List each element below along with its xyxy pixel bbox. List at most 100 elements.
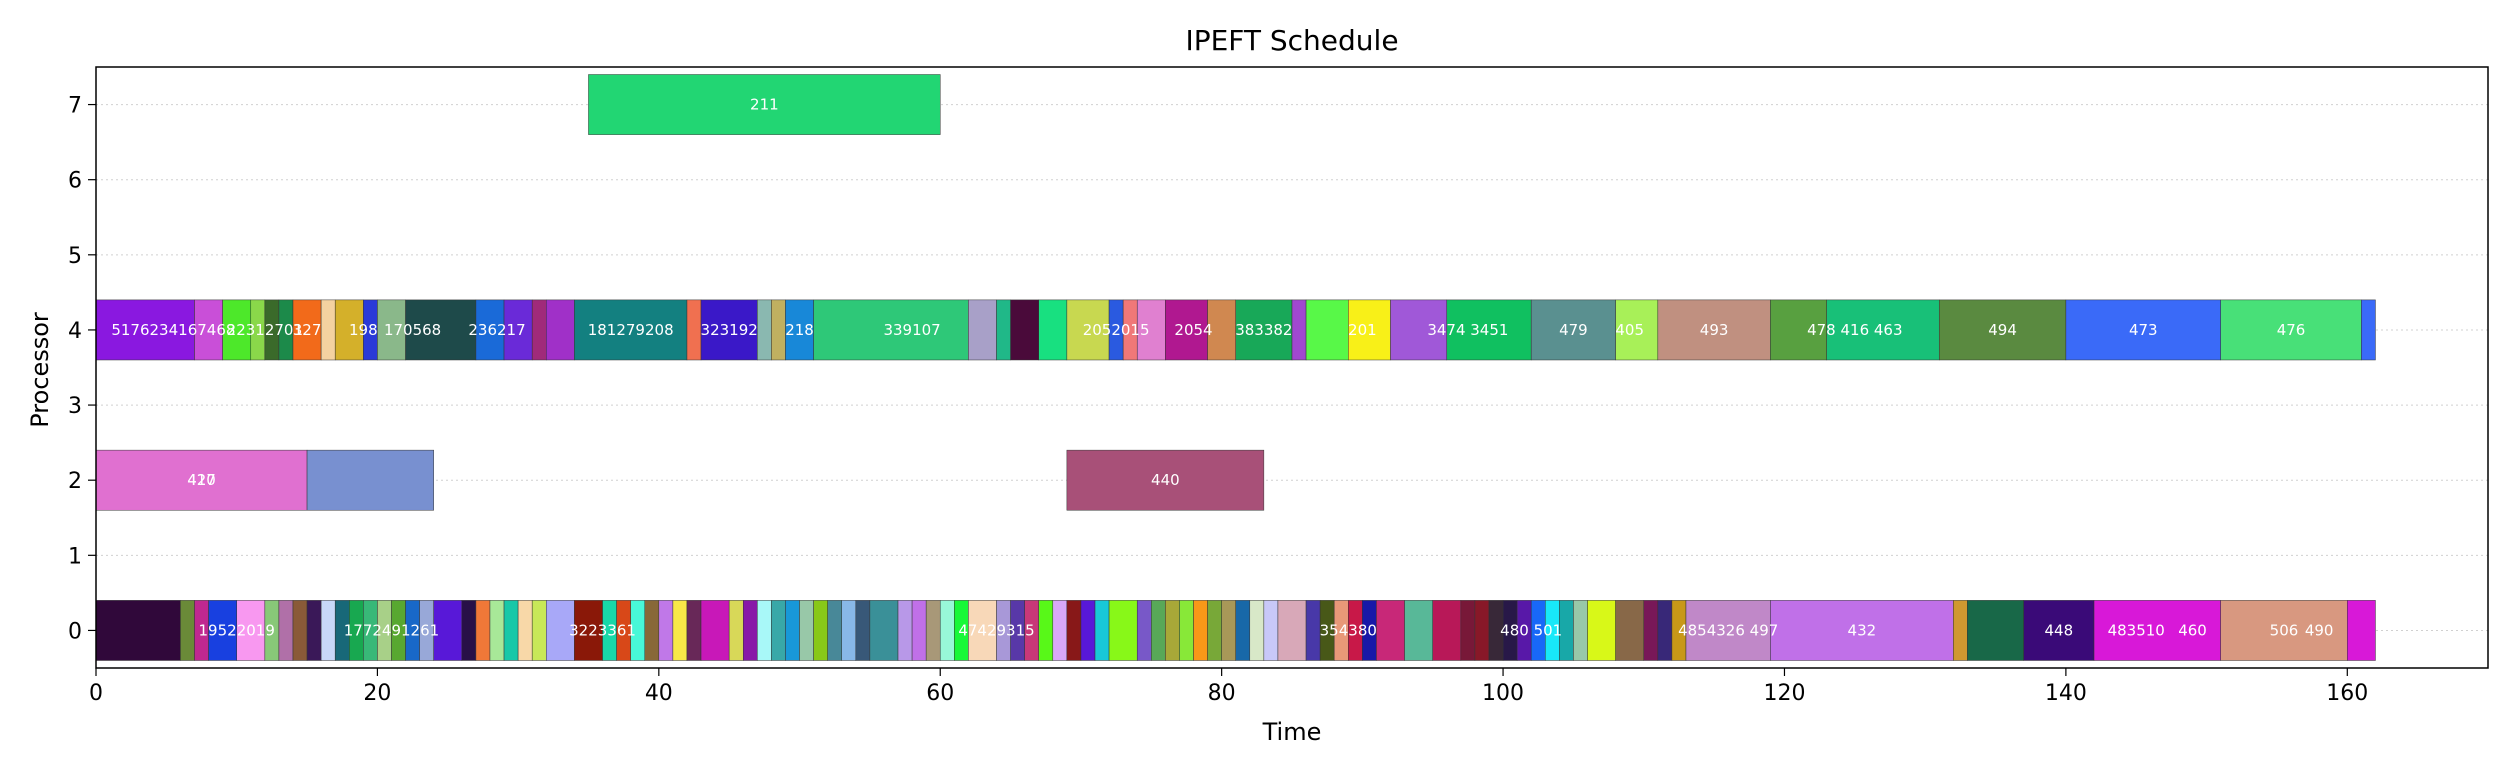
task-bar: [1165, 600, 1180, 661]
task-bar: [334, 299, 364, 361]
task-bar: [574, 600, 603, 661]
task-bar: [700, 600, 730, 661]
overlay-label: 4854326 497: [1678, 621, 1778, 639]
task-bar: [320, 299, 336, 361]
task-bar: [1066, 299, 1110, 361]
task-bar: [1193, 600, 1208, 661]
task-bar: [1221, 600, 1236, 661]
task-bar: [2347, 600, 2376, 661]
task-bar: [1066, 600, 1082, 661]
task-bar: [996, 299, 1011, 361]
task-bar: [1390, 299, 1448, 361]
task-bar: [1305, 299, 1349, 361]
task-bar: [1305, 600, 1321, 661]
x-axis-label: Time: [1262, 718, 1322, 746]
task-bar: [1404, 600, 1433, 661]
task-bar: [1151, 600, 1166, 661]
gridlines: [96, 104, 2488, 631]
x-tick-label: 140: [2045, 681, 2087, 706]
task-bar: [546, 299, 575, 361]
task-bar: [180, 600, 195, 661]
task-bar: [785, 600, 800, 661]
task-bar: [1094, 600, 1110, 661]
task-bar: [194, 299, 223, 361]
task-bar: [1657, 299, 1771, 361]
y-tick-label: 5: [68, 244, 82, 269]
task-bar: [813, 600, 828, 661]
task-bar: [1277, 600, 1307, 661]
task-bar: [686, 600, 702, 661]
task-bar: [292, 600, 308, 661]
task-bar: [1010, 299, 1039, 361]
task-bar: [742, 600, 758, 661]
task-bar: [1615, 299, 1659, 361]
task-bar: [1165, 299, 1208, 361]
task-bar: [405, 299, 477, 361]
task-label: 432: [1848, 621, 1877, 639]
task-bar: [503, 299, 533, 361]
task-bar: [1953, 600, 1968, 661]
overlay-label: 339107: [883, 321, 940, 339]
task-bar: [799, 600, 814, 661]
x-tick-label: 120: [1763, 681, 1805, 706]
task-bar: [1136, 299, 1166, 361]
task-label: 493: [1700, 321, 1729, 339]
overlay-label: 383382: [1235, 321, 1292, 339]
task-bar: [95, 449, 308, 511]
task-bar: [911, 600, 927, 661]
task-bar: [2093, 600, 2221, 661]
task-bar: [2023, 600, 2095, 661]
overlay-label: 181279208: [588, 321, 674, 339]
task-label: 506: [2270, 621, 2299, 639]
x-tick-label: 80: [1208, 681, 1236, 706]
task-bar: [771, 299, 786, 361]
task-bar: [306, 449, 434, 511]
task-bar: [1207, 299, 1236, 361]
task-bar: [236, 600, 266, 661]
task-bar: [1376, 600, 1405, 661]
task-bar: [869, 600, 899, 661]
task-bar: [757, 299, 772, 361]
task-bar: [841, 600, 857, 661]
task-bar: [1348, 299, 1391, 361]
y-axis-ticks: 0 1 2 3 4 5 6 7: [68, 94, 96, 644]
task-bar: [475, 299, 505, 361]
task-bar: [1249, 600, 1265, 661]
task-bar: [278, 600, 294, 661]
task-bar: [1826, 299, 1940, 361]
overlay-label: 460: [2178, 621, 2207, 639]
task-bar: [1136, 600, 1152, 661]
task-bar: [897, 600, 913, 661]
overlay-label: 19522019: [199, 621, 275, 639]
task-label: 211: [750, 96, 779, 114]
overlay-label: 1772491261: [344, 621, 439, 639]
overlay-label: 2054: [1174, 321, 1212, 339]
task-bar: [222, 299, 252, 361]
overlay-label: 478 416 463: [1807, 321, 1902, 339]
chart-title: IPEFT Schedule: [1185, 24, 1398, 57]
task-bar: [1235, 600, 1251, 661]
overlay-label: 483510: [2108, 621, 2165, 639]
task-bar: [1770, 600, 1954, 661]
overlay-label: 323192: [701, 321, 758, 339]
task-bar: [1291, 299, 1307, 361]
y-tick-label: 1: [68, 544, 82, 569]
x-tick-label: 20: [363, 681, 391, 706]
overlay-label: 427: [187, 471, 216, 489]
overlay-label: 405: [1615, 321, 1644, 339]
task-label: 448: [2045, 621, 2074, 639]
overlay-label: 22312701: [227, 321, 303, 339]
overlay-label: 170568: [384, 321, 441, 339]
task-bar: [1446, 299, 1532, 361]
task-bar: [1657, 600, 1673, 661]
y-tick-label: 7: [68, 94, 82, 119]
task-label: 473: [2129, 321, 2158, 339]
x-tick-label: 40: [645, 681, 673, 706]
task-bar: [2220, 299, 2362, 361]
task-bar: [925, 600, 941, 661]
plot-frame: [95, 66, 2489, 669]
task-bar: [644, 600, 660, 661]
task-label: 479: [1559, 321, 1588, 339]
task-bar: [1474, 600, 1490, 661]
